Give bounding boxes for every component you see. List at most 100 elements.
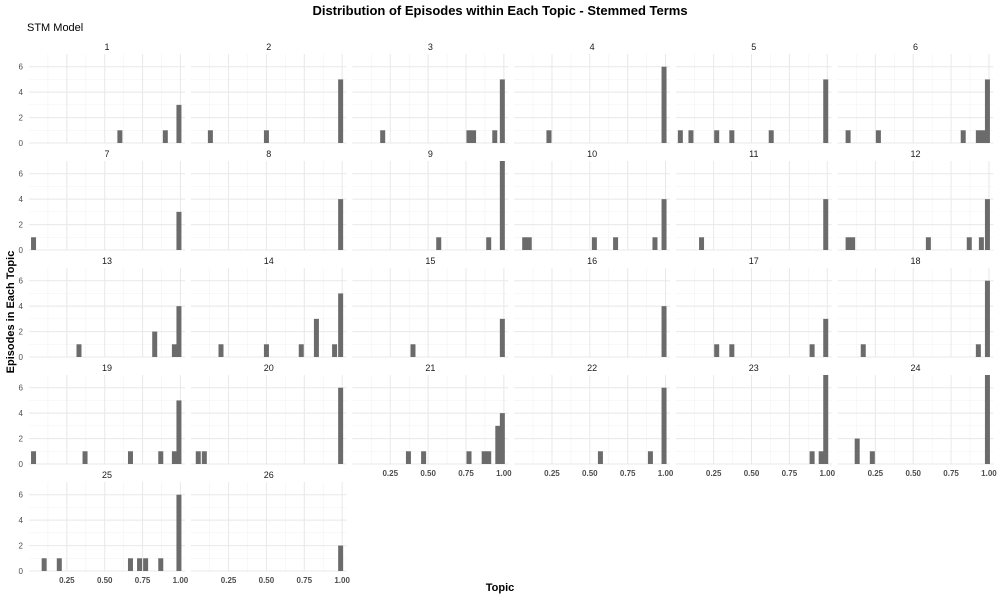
y-tick-label: 0 bbox=[19, 353, 24, 362]
x-tick-label: 1.00 bbox=[334, 576, 350, 585]
histogram-bar bbox=[714, 130, 720, 143]
x-tick-label: 0.25 bbox=[544, 469, 560, 478]
x-tick-label: 0.25 bbox=[868, 469, 884, 478]
histogram-bar bbox=[56, 558, 62, 571]
histogram-bar bbox=[162, 130, 168, 143]
histogram-bar bbox=[980, 130, 986, 143]
histogram-bar bbox=[152, 331, 158, 357]
x-tick-label: 0.50 bbox=[97, 576, 113, 585]
histogram-bar bbox=[263, 344, 269, 357]
histogram-bar bbox=[158, 451, 164, 464]
histogram-bar bbox=[823, 375, 829, 464]
histogram-bar bbox=[499, 413, 505, 464]
facet-label: 17 bbox=[749, 256, 759, 266]
histogram-bar bbox=[818, 451, 824, 464]
histogram-bar bbox=[338, 387, 344, 464]
histogram-bar bbox=[499, 79, 505, 143]
x-tick-label: 0.25 bbox=[706, 469, 722, 478]
y-tick-label: 2 bbox=[19, 435, 24, 444]
facet-label: 9 bbox=[428, 149, 433, 159]
histogram-bar bbox=[495, 425, 501, 464]
histogram-bar bbox=[486, 237, 492, 250]
x-tick-label: 0.50 bbox=[420, 469, 436, 478]
x-tick-label: 0.75 bbox=[943, 469, 959, 478]
facet-label: 14 bbox=[264, 256, 274, 266]
x-tick-label: 0.25 bbox=[382, 469, 398, 478]
histogram-bar bbox=[82, 451, 88, 464]
histogram-bar bbox=[466, 130, 472, 143]
histogram-bar bbox=[176, 306, 182, 357]
x-tick-label: 0.75 bbox=[458, 469, 474, 478]
histogram-bar bbox=[143, 558, 149, 571]
histogram-bar bbox=[677, 130, 683, 143]
y-tick-label: 2 bbox=[19, 114, 24, 123]
histogram-bar bbox=[481, 451, 487, 464]
histogram-bar bbox=[984, 375, 990, 464]
facet-label: 20 bbox=[264, 363, 274, 373]
histogram-bar bbox=[823, 199, 829, 250]
histogram-bar bbox=[823, 79, 829, 143]
histogram-bar bbox=[436, 237, 442, 250]
histogram-bar bbox=[298, 344, 304, 357]
x-tick-label: 0.75 bbox=[297, 576, 313, 585]
histogram-bar bbox=[466, 451, 472, 464]
histogram-bar bbox=[729, 344, 735, 357]
histogram-bar bbox=[492, 130, 498, 143]
facet-label: 10 bbox=[587, 149, 597, 159]
y-tick-label: 6 bbox=[19, 384, 24, 393]
histogram-bar bbox=[647, 451, 653, 464]
facet-label: 15 bbox=[425, 256, 435, 266]
x-tick-label: 0.50 bbox=[582, 469, 598, 478]
histogram-bar bbox=[714, 344, 720, 357]
histogram-bar bbox=[661, 306, 667, 357]
y-tick-label: 6 bbox=[19, 277, 24, 286]
histogram-bar bbox=[860, 344, 866, 357]
histogram-bar bbox=[137, 558, 143, 571]
x-axis-title: Topic bbox=[485, 582, 515, 594]
y-tick-label: 4 bbox=[19, 516, 24, 525]
histogram-bar bbox=[597, 451, 603, 464]
histogram-bar bbox=[699, 237, 705, 250]
facet-label: 6 bbox=[913, 42, 918, 52]
y-tick-label: 2 bbox=[19, 221, 24, 230]
x-tick-label: 1.00 bbox=[819, 469, 835, 478]
histogram-bar bbox=[405, 451, 411, 464]
x-tick-label: 1.00 bbox=[981, 469, 997, 478]
histogram-bar bbox=[421, 451, 427, 464]
facet-label: 2 bbox=[266, 42, 271, 52]
histogram-bar bbox=[195, 451, 201, 464]
histogram-bar bbox=[975, 130, 981, 143]
facet-label: 12 bbox=[910, 149, 920, 159]
histogram-bar bbox=[176, 494, 182, 571]
x-tick-label: 0.50 bbox=[744, 469, 760, 478]
histogram-bar bbox=[218, 344, 224, 357]
histogram-bar bbox=[338, 293, 344, 357]
histogram-bar bbox=[332, 344, 338, 357]
facet-label: 8 bbox=[266, 149, 271, 159]
histogram-bar bbox=[338, 545, 344, 571]
x-tick-label: 1.00 bbox=[173, 576, 189, 585]
y-tick-label: 2 bbox=[19, 328, 24, 337]
histogram-bar bbox=[171, 451, 177, 464]
histogram-bar bbox=[661, 199, 667, 250]
histogram-bar bbox=[471, 130, 477, 143]
histogram-bar bbox=[809, 344, 815, 357]
histogram-bar bbox=[984, 199, 990, 250]
histogram-bar bbox=[313, 318, 319, 357]
y-tick-label: 4 bbox=[19, 88, 24, 97]
facet-label: 5 bbox=[751, 42, 756, 52]
y-tick-label: 6 bbox=[19, 63, 24, 72]
histogram-bar bbox=[652, 237, 658, 250]
facet-label: 4 bbox=[590, 42, 595, 52]
facet-label: 21 bbox=[425, 363, 435, 373]
facet-label: 25 bbox=[102, 470, 112, 480]
x-tick-label: 0.75 bbox=[620, 469, 636, 478]
histogram-bar bbox=[925, 237, 931, 250]
y-tick-label: 2 bbox=[19, 542, 24, 551]
histogram-bar bbox=[117, 130, 123, 143]
histogram-bar bbox=[661, 387, 667, 464]
facet-label: 13 bbox=[102, 256, 112, 266]
y-tick-label: 0 bbox=[19, 139, 24, 148]
histogram-bar bbox=[380, 130, 386, 143]
